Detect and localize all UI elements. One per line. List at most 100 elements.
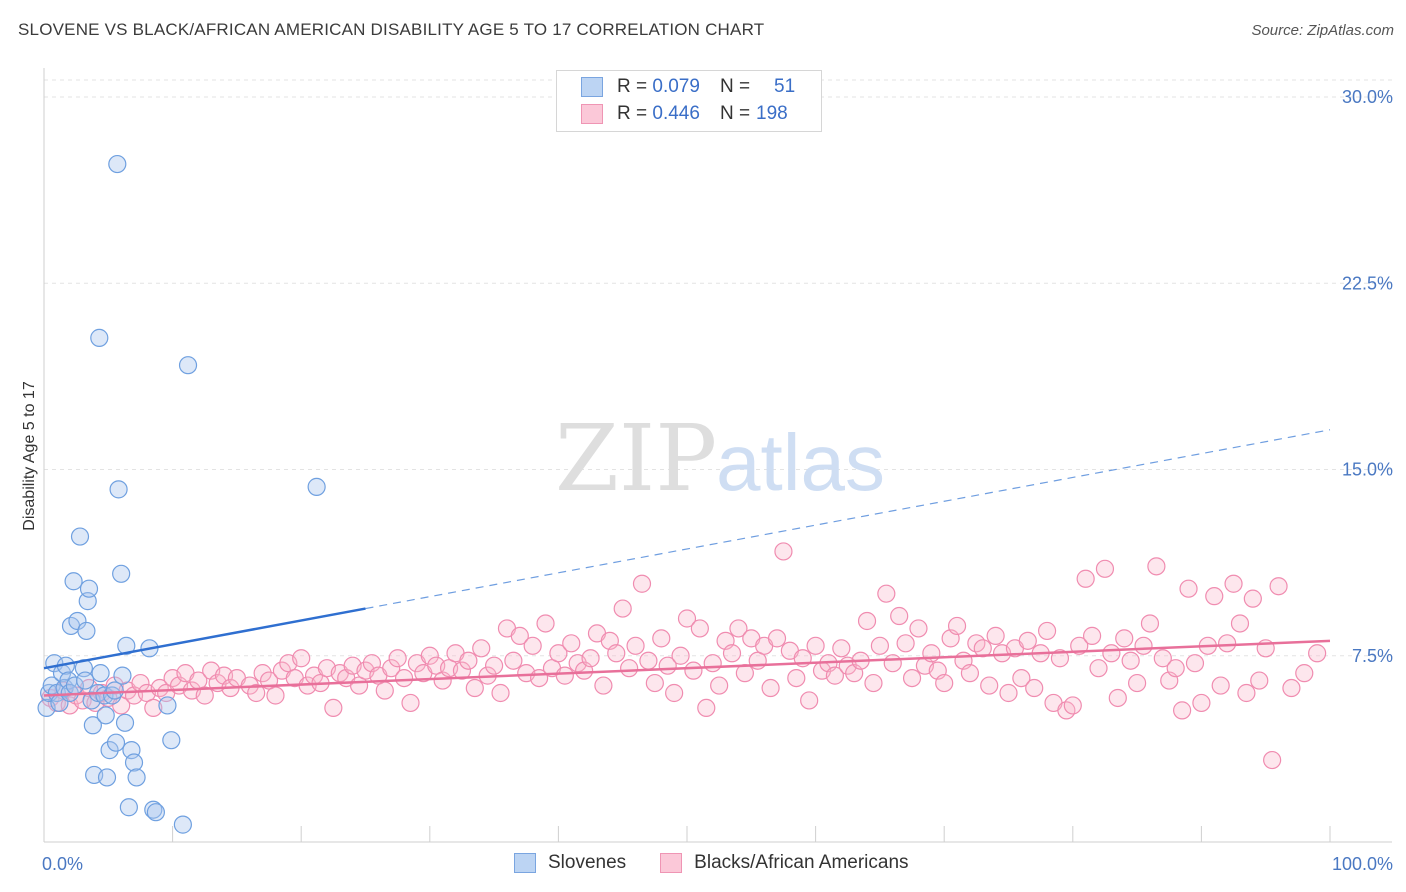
legend-r-label: R = <box>617 76 648 97</box>
watermark-zip: ZIP <box>555 405 717 512</box>
point-blacks <box>1127 673 1147 693</box>
legend-label-slovenes: Slovenes <box>548 852 627 873</box>
point-blacks <box>1050 649 1070 668</box>
point-blacks <box>1089 659 1108 678</box>
point-blacks <box>1211 676 1230 695</box>
point-slovenes <box>109 480 128 499</box>
point-blacks <box>787 668 806 688</box>
point-blacks <box>632 574 652 593</box>
watermark: ZIP atlas <box>555 405 885 512</box>
point-blacks <box>806 636 825 655</box>
point-blacks <box>684 661 703 680</box>
point-blacks <box>382 659 401 678</box>
series-blacks <box>41 542 1327 770</box>
point-blacks <box>1179 579 1198 598</box>
chart-title: SLOVENE VS BLACK/AFRICAN AMERICAN DISABI… <box>18 20 765 39</box>
point-blacks <box>1218 634 1237 653</box>
point-blacks <box>832 639 851 658</box>
point-blacks <box>292 649 311 668</box>
point-slovenes <box>77 621 96 641</box>
point-blacks <box>1121 651 1140 670</box>
point-blacks <box>1025 678 1044 698</box>
point-blacks <box>485 656 504 675</box>
point-blacks <box>1108 688 1127 708</box>
legend-r-slovenes: 0.079 <box>652 76 700 97</box>
point-blacks <box>883 654 902 673</box>
point-blacks <box>549 644 568 663</box>
point-blacks <box>697 698 716 718</box>
point-slovenes <box>162 731 181 750</box>
point-blacks <box>761 678 780 698</box>
point-slovenes <box>178 356 198 375</box>
point-slovenes <box>68 611 87 631</box>
point-blacks <box>195 686 214 705</box>
point-blacks <box>1076 569 1095 588</box>
point-blacks <box>1147 557 1166 576</box>
y-tick-label: 30.0% <box>1342 87 1393 107</box>
trend-blacks <box>43 639 1331 697</box>
point-slovenes <box>105 681 124 700</box>
watermark-atlas: atlas <box>716 418 885 507</box>
point-blacks <box>1192 693 1211 713</box>
trend-slovenes-dashed <box>365 429 1331 610</box>
point-slovenes <box>127 768 146 787</box>
legend-label-blacks: Blacks/African Americans <box>694 852 909 873</box>
point-blacks <box>690 619 709 638</box>
legend-n-slovenes: 51 <box>774 76 796 97</box>
y-tick-label: 15.0% <box>1342 460 1393 480</box>
point-blacks <box>703 654 722 673</box>
point-blacks <box>510 626 529 645</box>
point-blacks <box>459 651 478 670</box>
point-blacks <box>645 673 664 693</box>
point-blacks <box>465 678 484 698</box>
point-blacks <box>877 584 896 603</box>
legend-swatch-slovenes <box>581 77 603 97</box>
point-blacks <box>375 681 394 700</box>
point-slovenes <box>97 768 117 787</box>
point-blacks <box>1153 649 1172 668</box>
point-slovenes <box>115 713 135 732</box>
grid-lines <box>44 79 1392 657</box>
point-slovenes <box>144 800 163 819</box>
point-blacks <box>1082 626 1102 645</box>
point-slovenes <box>76 671 95 690</box>
point-slovenes <box>113 666 132 685</box>
point-blacks <box>324 698 343 718</box>
legend-n-label: N = <box>719 103 751 124</box>
point-blacks <box>1224 574 1243 593</box>
legend-swatch-blacks <box>660 853 683 873</box>
point-blacks <box>1166 659 1185 678</box>
legend-n-label: N = <box>719 76 751 97</box>
point-blacks <box>999 683 1018 703</box>
point-blacks <box>594 676 613 695</box>
x-tick-label-min: 0.0% <box>42 854 83 874</box>
point-blacks <box>1185 654 1205 673</box>
point-slovenes <box>96 706 115 725</box>
point-blacks <box>1230 614 1250 633</box>
x-tick-labels: 0.0% 100.0% <box>42 854 1393 874</box>
point-blacks <box>388 649 407 668</box>
point-blacks <box>1308 644 1327 663</box>
point-blacks <box>581 649 600 668</box>
point-blacks <box>1018 631 1037 650</box>
point-blacks <box>1070 636 1089 655</box>
point-slovenes <box>90 328 109 347</box>
point-slovenes <box>100 741 119 760</box>
point-blacks <box>626 636 645 655</box>
point-blacks <box>607 644 626 663</box>
series-slovenes <box>37 154 326 834</box>
point-blacks <box>1263 750 1282 770</box>
axes <box>43 68 1392 843</box>
point-slovenes <box>173 815 192 834</box>
point-blacks <box>1243 589 1262 608</box>
legend-row-slovenes: R = 0.079 N = 51 <box>581 74 795 100</box>
point-slovenes <box>146 803 165 822</box>
legend-swatch-blacks <box>581 104 603 124</box>
point-blacks <box>555 666 574 685</box>
point-blacks <box>1237 683 1256 703</box>
point-blacks <box>266 686 285 705</box>
trend-lines <box>43 429 1331 697</box>
point-blacks <box>452 661 472 680</box>
point-blacks <box>960 664 980 683</box>
